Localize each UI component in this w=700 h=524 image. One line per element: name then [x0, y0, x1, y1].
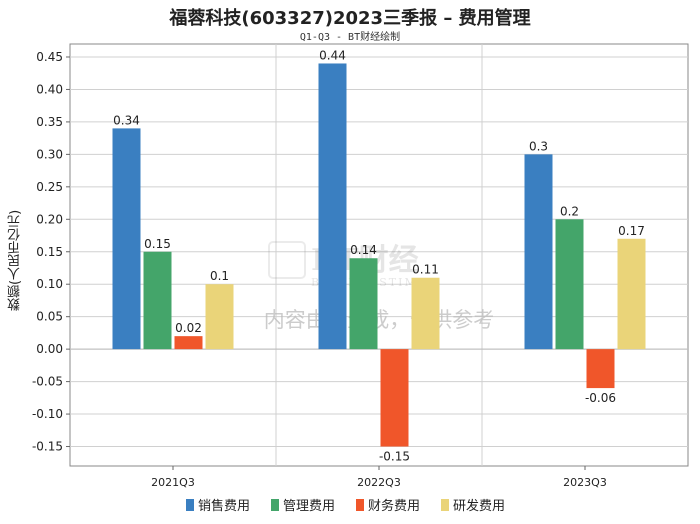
chart-subtitle: Q1-Q3 - BT财经绘制: [299, 32, 401, 43]
y-tick-label: 0.00: [36, 342, 63, 356]
legend-label: 管理费用: [283, 499, 335, 514]
bar-2: [555, 219, 584, 350]
y-tick-label: 0.20: [36, 212, 63, 226]
y-tick-label: 0.10: [36, 277, 63, 291]
y-tick-label: 0.40: [36, 82, 63, 96]
data-label: 0.17: [618, 224, 645, 238]
bar-3: [586, 349, 615, 389]
y-tick-label: 0.05: [36, 310, 63, 324]
data-label: 0.44: [319, 48, 346, 62]
y-tick-label: 0.25: [36, 180, 63, 194]
data-label: -0.06: [585, 391, 616, 405]
bar-1: [524, 154, 553, 350]
y-tick-label: 0.35: [36, 115, 63, 129]
bar-3: [174, 336, 203, 350]
legend-swatch: [271, 499, 279, 511]
watermark-logo-icon: [268, 241, 306, 279]
y-tick-label: 0.15: [36, 245, 63, 259]
x-tick-label: 2023Q3: [563, 476, 607, 489]
legend-label: 财务费用: [368, 498, 420, 514]
y-tick-label: 0.30: [36, 147, 63, 161]
legend-swatch: [441, 499, 449, 511]
x-tick-label: 2021Q3: [151, 476, 195, 489]
bar-4: [411, 277, 440, 350]
legend-swatch: [186, 499, 194, 511]
bar-1: [112, 128, 141, 350]
bar-2: [143, 251, 172, 350]
legend-swatch: [356, 499, 364, 511]
data-label: 0.14: [350, 243, 377, 257]
data-label: 0.34: [113, 113, 140, 127]
data-label: 0.11: [412, 263, 439, 277]
legend-label: 销售费用: [198, 498, 250, 514]
data-label: 0.1: [210, 269, 229, 283]
data-label: 0.3: [529, 139, 548, 153]
watermark-notice: 内容由AI生成，仅供参考: [264, 308, 495, 332]
data-label: 0.02: [175, 321, 202, 335]
x-tick-label: 2022Q3: [357, 476, 401, 489]
bar-1: [318, 63, 347, 350]
y-tick-label: -0.10: [32, 407, 63, 421]
chart-title: 福蓉科技(603327)2023三季报 – 费用管理: [169, 8, 531, 29]
bar-3: [380, 349, 409, 447]
bar-2: [349, 258, 378, 350]
y-tick-label: -0.15: [32, 440, 63, 454]
y-tick-label: 0.45: [36, 50, 63, 64]
data-label: 0.2: [560, 204, 579, 218]
y-tick-label: -0.05: [32, 375, 63, 389]
bar-4: [205, 284, 234, 350]
legend-label: 研发费用: [453, 498, 505, 514]
data-label: -0.15: [379, 450, 410, 464]
plot-frame: [69, 43, 689, 467]
bar-4: [617, 238, 646, 350]
data-label: 0.15: [144, 237, 171, 251]
